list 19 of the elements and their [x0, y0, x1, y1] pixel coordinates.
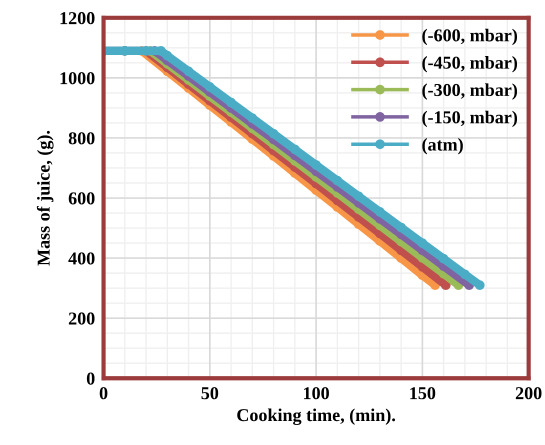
x-tick-label: 200	[516, 387, 542, 400]
x-tick-label: 100	[304, 387, 329, 400]
x-tick-label: 0	[100, 387, 108, 400]
legend-label: (-300, mbar)	[422, 83, 518, 100]
legend-label: (-600, mbar)	[422, 28, 518, 46]
x-tick-label: 50	[202, 387, 218, 400]
legend-label: (-150, mbar)	[422, 110, 518, 128]
y-tick-label: 1200	[60, 12, 95, 24]
y-axis-title: Mass of juice, (g).	[36, 130, 54, 266]
legend-label: (-450, mbar)	[422, 56, 518, 72]
legend-label: (atm)	[422, 138, 463, 154]
y-tick-label: 200	[68, 312, 95, 325]
y-tick-label: 600	[68, 192, 95, 204]
y-tick-label: 1000	[60, 72, 95, 84]
x-tick-label: 150	[410, 387, 436, 400]
y-tick-label: 0	[86, 372, 95, 385]
x-axis-title: Cooking time, (min).	[237, 408, 396, 426]
y-tick-label: 800	[68, 132, 95, 144]
y-tick-label: 400	[68, 252, 95, 265]
